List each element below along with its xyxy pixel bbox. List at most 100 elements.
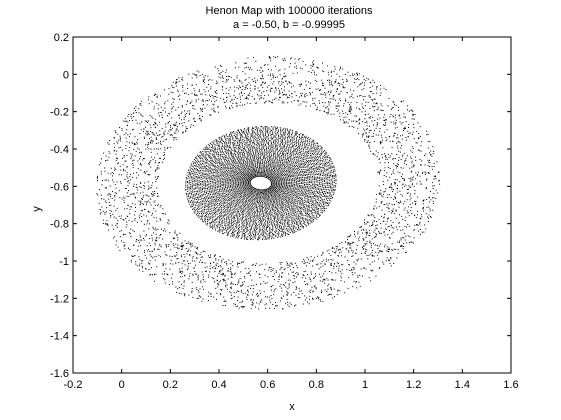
- orbit-point: [303, 220, 305, 222]
- orbit-point: [277, 164, 279, 165]
- orbit-point: [274, 135, 276, 137]
- orbit-point: [328, 197, 330, 199]
- orbit-point: [277, 132, 279, 134]
- orbit-point: [313, 156, 315, 158]
- orbit-point: [247, 227, 249, 228]
- orbit-point: [249, 174, 251, 176]
- orbit-point: [295, 199, 296, 201]
- orbit-point: [224, 213, 226, 215]
- orbit-point: [214, 146, 216, 148]
- orbit-point: [210, 149, 211, 151]
- orbit-point: [309, 182, 311, 183]
- orbit-point: [248, 187, 250, 189]
- orbit-point: [301, 226, 303, 228]
- orbit-point: [273, 168, 274, 169]
- orbit-point: [225, 157, 226, 159]
- orbit-point: [305, 145, 307, 147]
- orbit-point: [190, 164, 192, 166]
- orbit-point: [276, 173, 278, 175]
- orbit-point: [302, 141, 304, 143]
- orbit-point: [386, 138, 388, 140]
- orbit-point: [211, 191, 212, 193]
- orbit-point: [274, 161, 276, 163]
- orbit-point: [259, 203, 261, 205]
- orbit-point: [291, 225, 293, 227]
- orbit-point: [313, 143, 314, 145]
- orbit-point: [211, 181, 213, 182]
- orbit-point: [261, 232, 263, 234]
- orbit-point: [247, 202, 249, 204]
- orbit-point: [270, 135, 272, 137]
- orbit-point: [281, 177, 283, 179]
- orbit-point: [270, 156, 272, 158]
- orbit-point: [292, 232, 294, 234]
- orbit-point: [249, 143, 251, 145]
- orbit-point: [258, 206, 260, 207]
- orbit-point: [259, 199, 261, 201]
- orbit-point: [215, 201, 217, 203]
- orbit-point: [216, 184, 218, 186]
- orbit-point: [322, 183, 324, 185]
- orbit-point: [237, 233, 239, 235]
- orbit-point: [286, 196, 288, 198]
- orbit-point: [188, 169, 190, 171]
- orbit-point: [227, 168, 229, 170]
- orbit-point: [228, 167, 230, 169]
- orbit-point: [239, 215, 240, 217]
- orbit-point: [223, 171, 225, 173]
- orbit-point: [137, 168, 139, 170]
- orbit-point: [226, 153, 228, 155]
- orbit-point: [280, 170, 281, 172]
- orbit-point: [241, 236, 243, 238]
- orbit-point: [280, 195, 282, 197]
- orbit-point: [245, 166, 247, 168]
- orbit-point: [244, 181, 246, 183]
- orbit-point: [252, 128, 253, 130]
- orbit-point: [226, 186, 228, 188]
- orbit-point: [288, 158, 289, 160]
- orbit-point: [211, 141, 213, 143]
- orbit-point: [285, 180, 287, 182]
- orbit-point: [124, 160, 126, 162]
- orbit-point: [321, 153, 322, 155]
- orbit-point: [320, 174, 322, 176]
- orbit-point: [275, 212, 277, 214]
- orbit-point: [272, 208, 273, 210]
- orbit-point: [242, 139, 244, 140]
- orbit-point: [269, 206, 270, 208]
- orbit-point: [232, 188, 234, 190]
- orbit-point: [232, 161, 234, 163]
- orbit-point: [226, 180, 228, 182]
- orbit-point: [192, 198, 194, 200]
- orbit-point: [263, 232, 265, 234]
- orbit-point: [246, 145, 248, 147]
- orbit-point: [233, 148, 235, 150]
- orbit-point: [228, 153, 229, 155]
- orbit-point: [237, 155, 239, 157]
- orbit-point: [248, 220, 250, 222]
- orbit-point: [264, 212, 266, 214]
- orbit-point: [237, 231, 239, 233]
- orbit-point: [280, 129, 281, 131]
- orbit-point: [223, 279, 225, 281]
- orbit-point: [231, 181, 233, 183]
- orbit-point: [210, 143, 212, 145]
- orbit-point: [286, 204, 288, 206]
- orbit-point: [220, 212, 222, 214]
- orbit-point: [197, 207, 198, 209]
- orbit-point: [266, 228, 267, 230]
- orbit-point: [287, 139, 289, 141]
- orbit-point: [361, 136, 363, 138]
- orbit-point: [277, 199, 279, 201]
- orbit-point: [294, 180, 296, 182]
- orbit-point: [226, 176, 228, 178]
- orbit-point: [316, 192, 318, 194]
- orbit-point: [275, 270, 277, 272]
- orbit-point: [257, 154, 259, 156]
- orbit-point: [246, 153, 248, 155]
- orbit-point: [246, 182, 248, 184]
- orbit-point: [249, 146, 251, 148]
- orbit-point: [259, 227, 261, 229]
- orbit-point: [235, 179, 237, 181]
- orbit-point: [268, 151, 270, 153]
